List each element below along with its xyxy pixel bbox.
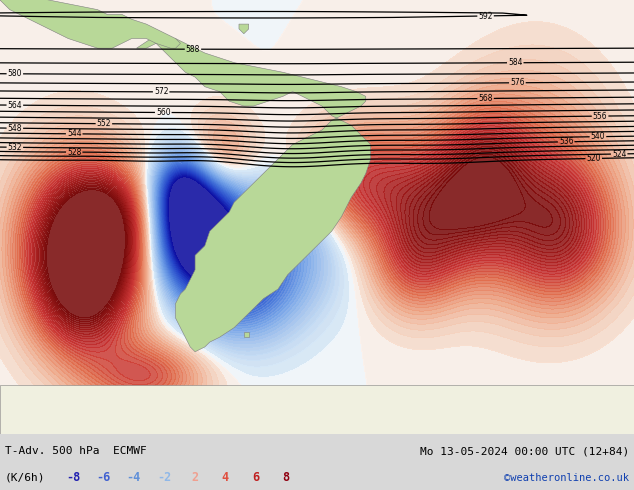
Polygon shape [0,0,181,48]
Polygon shape [0,386,634,434]
Text: 592: 592 [478,11,493,21]
Text: -6: -6 [96,471,110,484]
Text: 548: 548 [8,123,22,133]
Text: 552: 552 [96,119,111,128]
Text: Mo 13-05-2024 00:00 UTC (12+84): Mo 13-05-2024 00:00 UTC (12+84) [420,446,629,456]
Polygon shape [136,39,371,352]
Text: ©weatheronline.co.uk: ©weatheronline.co.uk [504,472,629,483]
Text: 520: 520 [586,154,601,163]
Text: 568: 568 [478,94,493,103]
Text: 556: 556 [593,112,607,121]
Text: 584: 584 [508,58,522,67]
Text: 8: 8 [282,471,290,484]
Text: 524: 524 [612,149,626,159]
Text: (K/6h): (K/6h) [5,472,46,483]
Text: 564: 564 [8,100,22,110]
Text: 588: 588 [186,45,200,54]
Text: 528: 528 [67,147,81,157]
Text: -8: -8 [66,471,80,484]
Text: 532: 532 [8,143,22,152]
Polygon shape [239,24,249,34]
Text: -4: -4 [127,471,141,484]
Text: 576: 576 [510,78,525,87]
Text: 2: 2 [191,471,198,484]
Text: 580: 580 [8,69,22,78]
Text: 540: 540 [591,132,605,141]
Text: -2: -2 [157,471,171,484]
Polygon shape [244,332,249,337]
Text: 544: 544 [67,129,82,138]
Text: T-Adv. 500 hPa  ECMWF: T-Adv. 500 hPa ECMWF [5,446,147,456]
Text: 560: 560 [156,108,171,117]
Text: 4: 4 [221,471,229,484]
Text: 572: 572 [154,87,169,97]
Text: 536: 536 [559,137,574,147]
Text: 6: 6 [252,471,259,484]
